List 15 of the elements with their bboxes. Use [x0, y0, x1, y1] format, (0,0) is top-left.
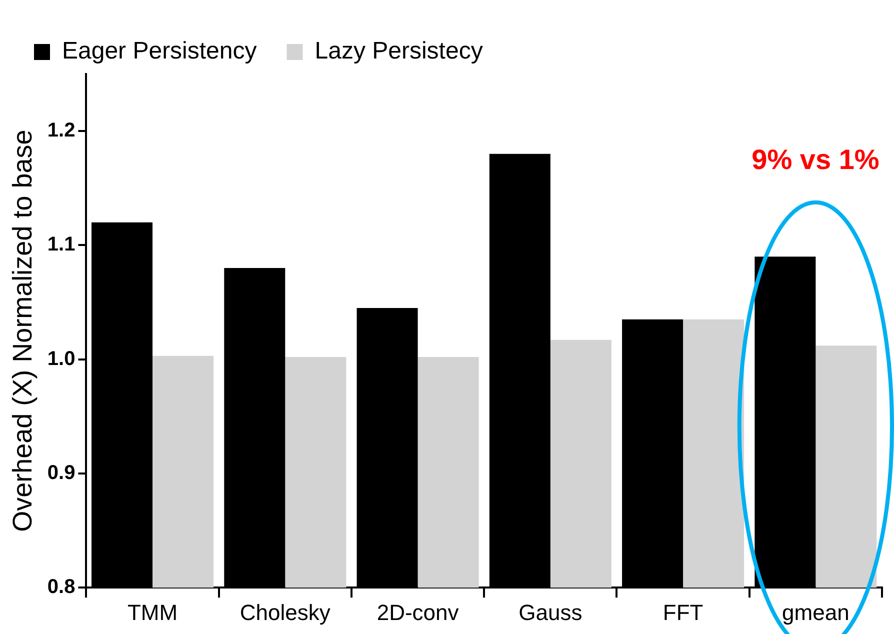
y-tick-label: 1.2	[47, 120, 76, 142]
x-tick-label: FFT	[662, 600, 704, 625]
y-tick-label: 0.9	[47, 462, 76, 484]
y-tick-label: 1.0	[47, 348, 76, 370]
x-tick-label: Cholesky	[240, 600, 330, 625]
x-tick-label: TMM	[127, 600, 178, 625]
y-axis-title: Overhead (X) Normalized to base	[8, 130, 38, 532]
x-tick-label: 2D-conv	[376, 600, 459, 625]
y-tick-label: 1.1	[47, 234, 76, 256]
x-tick-label: gmean	[782, 600, 850, 625]
legend-label: Eager Persistency	[62, 38, 257, 65]
annotation: 9% vs 1%	[752, 144, 880, 176]
legend-label: Lazy Persistecy	[314, 38, 483, 65]
y-tick-label: 0.8	[47, 576, 76, 598]
x-tick-label: Gauss	[518, 600, 582, 625]
